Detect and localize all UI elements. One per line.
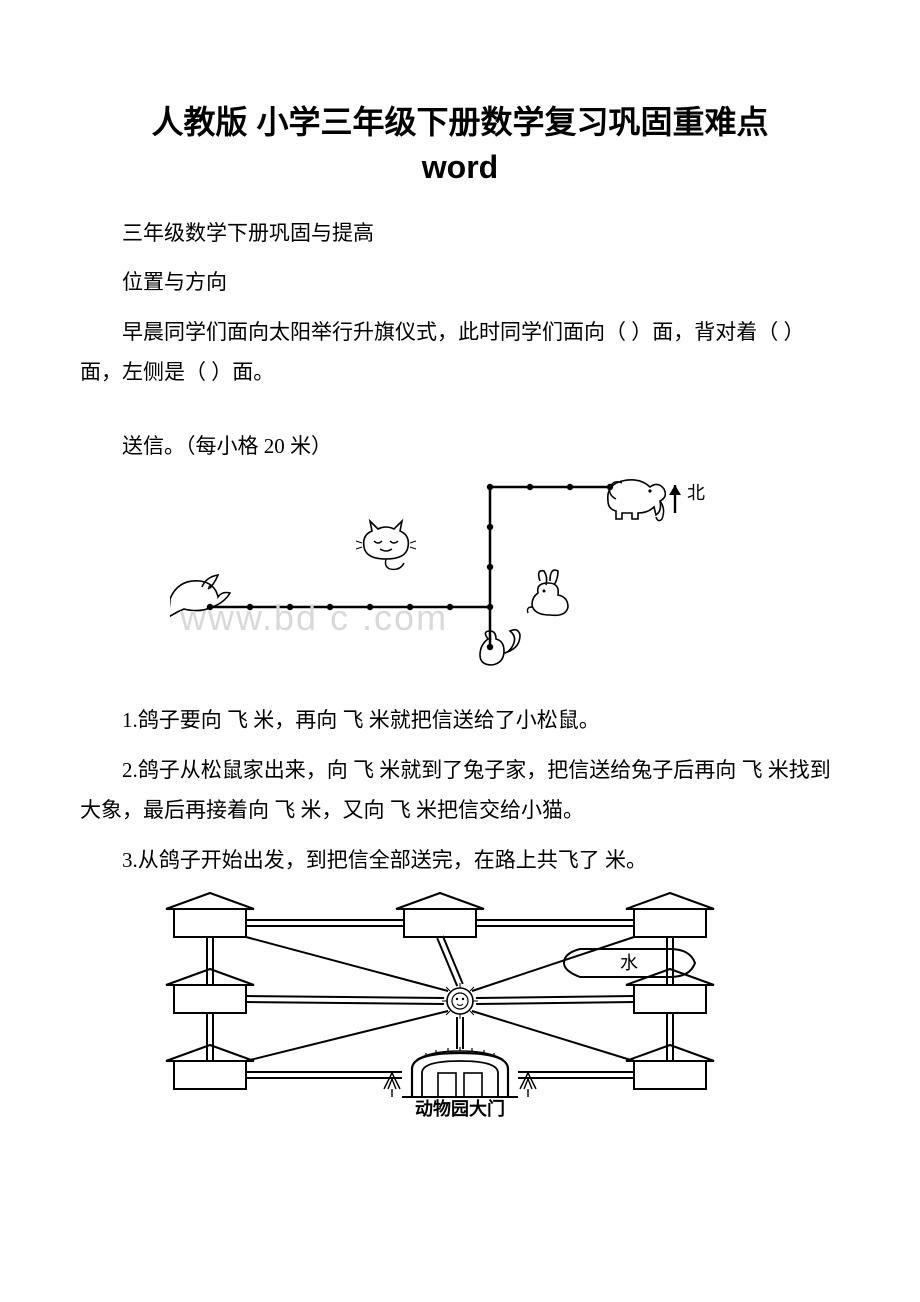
figure-1-container: 北 www.bd c .com (80, 477, 840, 687)
water-label: 水 (620, 953, 638, 973)
squirrel-icon (480, 630, 520, 665)
zoo-gate-icon (384, 1047, 536, 1097)
section-heading: 位置与方向 (80, 263, 840, 303)
figure-2-container: 水 动物园大门 (80, 891, 840, 1121)
north-label: 北 (687, 483, 705, 503)
elephant-icon (608, 480, 666, 521)
dove-icon (170, 575, 230, 619)
question-1: 1.鸽子要向 飞 米，再向 飞 米就把信送给了小松鼠。 (80, 701, 840, 741)
lion-icon (442, 983, 478, 1019)
rabbit-icon (528, 570, 569, 615)
task-heading: 送信。（每小格 20 米） (80, 427, 840, 467)
figure-1-svg: 北 (170, 477, 750, 687)
doc-title: 人教版 小学三年级下册数学复习巩固重难点 word (80, 100, 840, 190)
figure-2-svg: 水 动物园大门 (150, 891, 770, 1121)
question-intro: 早晨同学们面向太阳举行升旗仪式，此时同学们面向（ ）面，背对着（ ）面，左侧是（… (80, 313, 840, 393)
subtitle-1: 三年级数学下册巩固与提高 (80, 214, 840, 254)
question-3: 3.从鸽子开始出发，到把信全部送完，在路上共飞了 米。 (80, 841, 840, 881)
title-line-1: 人教版 小学三年级下册数学复习巩固重难点 (152, 104, 769, 140)
cat-icon (356, 521, 416, 569)
title-line-2: word (422, 149, 498, 185)
north-arrow-icon (669, 485, 681, 513)
question-2: 2.鸽子从松鼠家出来，向 飞 米就到了兔子家，把信送给兔子后再向 飞 米找到大象… (80, 751, 840, 831)
zoo-gate-label: 动物园大门 (415, 1098, 505, 1119)
